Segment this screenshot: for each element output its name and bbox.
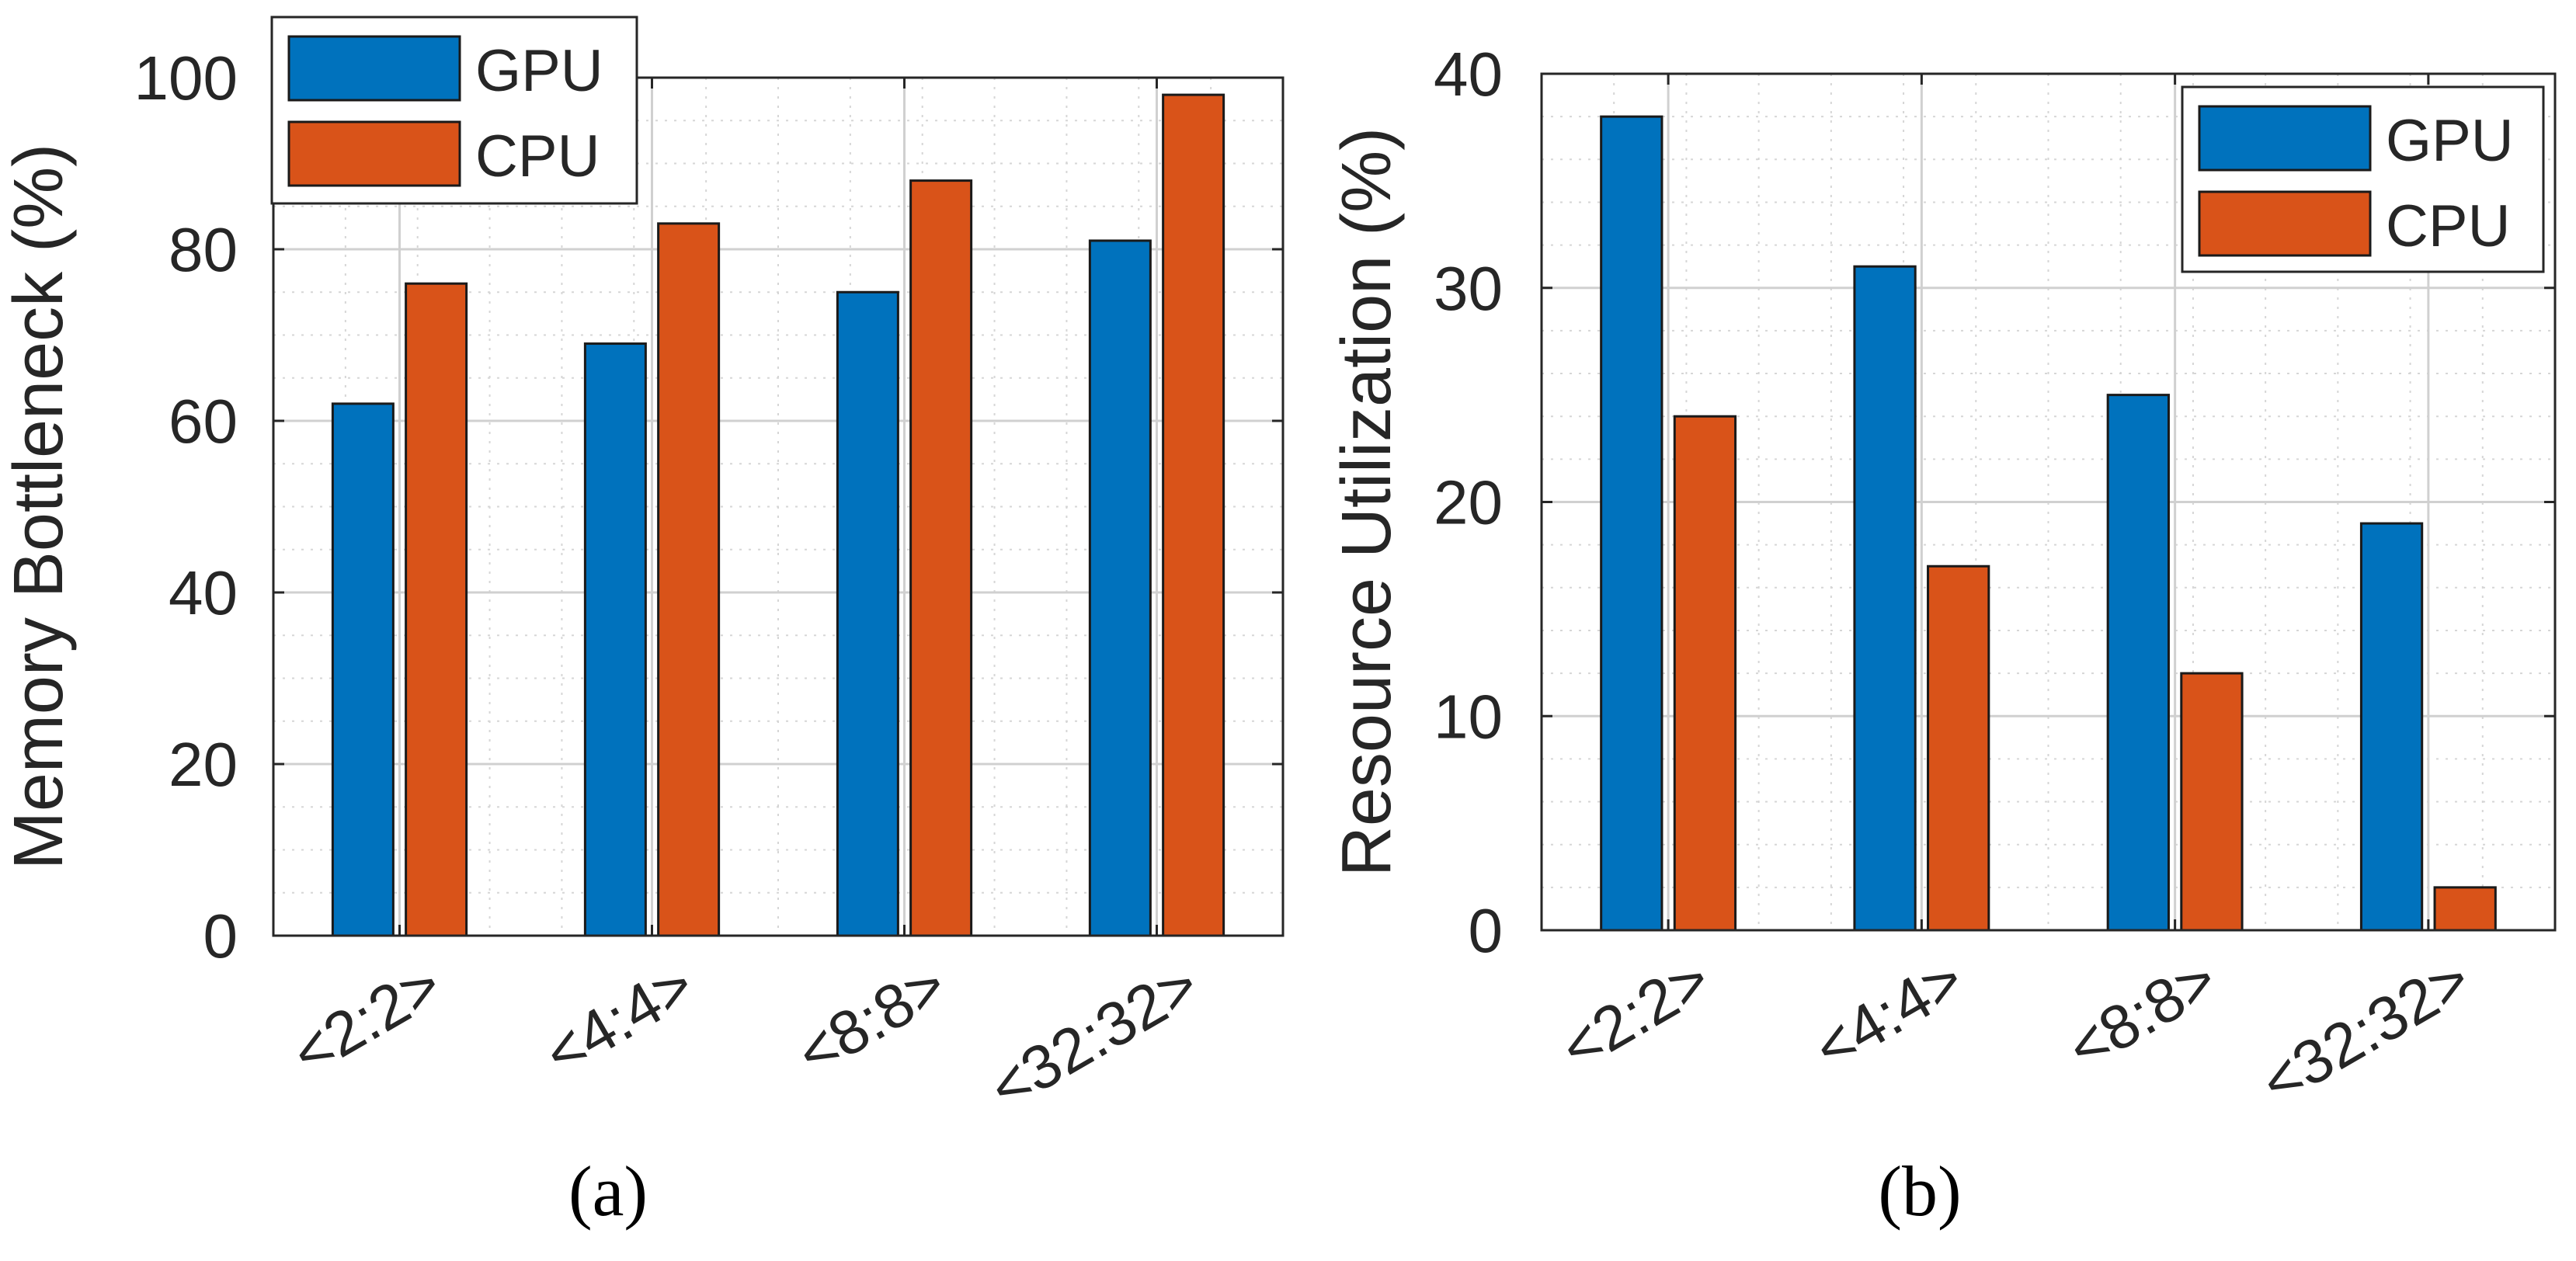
x-tick-label: <4:4> — [533, 950, 705, 1089]
legend-label: GPU — [475, 38, 603, 104]
x-tick-label: <8:8> — [785, 950, 958, 1089]
gpu-legend-swatch — [2198, 105, 2372, 172]
x-tick-label: <2:2> — [280, 950, 453, 1089]
x-tick-label: <2:2> — [1549, 944, 1722, 1083]
gpu-bar — [1088, 239, 1152, 937]
cpu-bar — [1927, 564, 1990, 932]
axes-box — [272, 76, 1285, 937]
cpu-legend-swatch — [287, 120, 461, 187]
y-tick-label: 30 — [1434, 254, 1503, 323]
cpu-bar — [2433, 886, 2497, 932]
cpu-bar — [2180, 672, 2244, 932]
gpu-bar — [583, 342, 647, 937]
y-axis-label: Resource Utilization (%) — [1328, 127, 1406, 877]
cpu-legend-swatch — [2198, 190, 2372, 257]
panel-a: 0 20 40 60 80 100 <2:2> <4:4> <8:8> <32:32> Memory… — [0, 16, 1285, 1231]
legend-label: GPU — [2386, 108, 2514, 174]
y-axis-label: Memory Bottleneck (%) — [0, 144, 78, 870]
gpu-bar — [331, 402, 395, 937]
cpu-bar — [657, 222, 721, 937]
y-tick-label: 20 — [1434, 468, 1503, 537]
panel-caption: (b) — [1878, 1152, 1961, 1231]
legend-label: CPU — [2386, 193, 2510, 259]
y-tick-label: 40 — [1434, 40, 1503, 109]
legend-label: CPU — [475, 123, 600, 189]
gpu-bar — [1853, 265, 1917, 932]
gpu-bar — [2106, 394, 2170, 932]
gpu-bar — [2359, 522, 2424, 932]
y-tick-label: 40 — [169, 558, 238, 627]
gpu-bar — [1600, 115, 1663, 932]
y-tick-label: 60 — [169, 387, 238, 456]
cpu-bar — [405, 282, 468, 937]
x-tick-label: <8:8> — [2056, 944, 2228, 1083]
y-tick-label: 10 — [1434, 682, 1503, 751]
x-tick-label: <4:4> — [1803, 944, 1975, 1083]
panel-b: 0 10 20 30 40 <2:2> <4:4> <8:8> <32:32> Resource … — [1328, 40, 2557, 1231]
y-tick-label: 20 — [169, 730, 238, 799]
cpu-bar — [1673, 415, 1737, 932]
x-tick-label: <32:32> — [978, 950, 1210, 1124]
gpu-bar — [836, 290, 899, 937]
panel-caption: (a) — [568, 1152, 648, 1231]
x-tick-label: <32:32> — [2250, 944, 2482, 1118]
legend: GPU CPU — [2181, 85, 2545, 273]
cpu-bar — [1162, 93, 1225, 937]
y-tick-label: 80 — [169, 215, 238, 284]
y-tick-label: 100 — [134, 43, 238, 113]
cpu-bar — [909, 179, 973, 937]
legend: GPU CPU — [270, 16, 638, 205]
y-tick-label: 0 — [203, 901, 238, 971]
gpu-legend-swatch — [287, 35, 461, 102]
y-tick-label: 0 — [1469, 896, 1504, 965]
